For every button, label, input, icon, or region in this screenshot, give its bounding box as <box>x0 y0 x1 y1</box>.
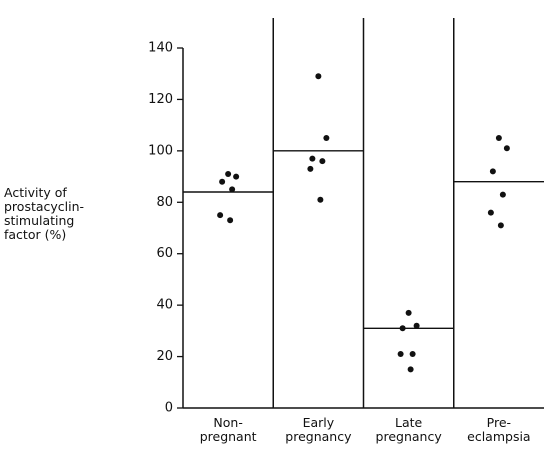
data-point <box>495 135 502 141</box>
y-tick-label: 20 <box>156 349 173 364</box>
data-point <box>487 209 494 216</box>
x-tick-label: Non- pregnant <box>199 415 257 444</box>
data-point <box>497 222 504 229</box>
data-point <box>489 168 496 175</box>
data-point <box>233 173 240 180</box>
y-tick-label: 80 <box>156 195 173 210</box>
data-point <box>323 135 330 141</box>
data-point <box>399 325 406 332</box>
data-point <box>407 366 414 373</box>
data-point <box>413 322 420 329</box>
y-tick-label: 60 <box>156 246 173 261</box>
data-point <box>225 171 232 177</box>
data-point <box>307 165 314 172</box>
data-point <box>405 309 412 316</box>
data-point <box>217 212 224 219</box>
y-tick-label: 100 <box>148 143 173 158</box>
data-point <box>503 145 510 152</box>
data-point <box>229 186 236 193</box>
data-point <box>397 351 404 357</box>
data-point <box>319 158 326 165</box>
x-tick-label: Late pregnancy <box>375 415 442 444</box>
y-axis-label: Activity of prostacyclin- stimulating fa… <box>4 185 85 242</box>
data-point <box>317 196 324 203</box>
data-point <box>227 217 234 224</box>
data-point <box>409 351 416 357</box>
x-tick-label: Pre- eclampsia <box>467 415 531 444</box>
data-point <box>219 178 226 185</box>
y-tick-label: 0 <box>165 401 173 416</box>
data-point <box>315 73 322 80</box>
data-point <box>309 155 316 162</box>
data-point <box>499 191 506 198</box>
y-tick-label: 120 <box>148 92 173 107</box>
x-tick-label: Early pregnancy <box>285 415 352 444</box>
y-tick-label: 140 <box>148 41 173 56</box>
y-tick-label: 40 <box>156 298 173 313</box>
